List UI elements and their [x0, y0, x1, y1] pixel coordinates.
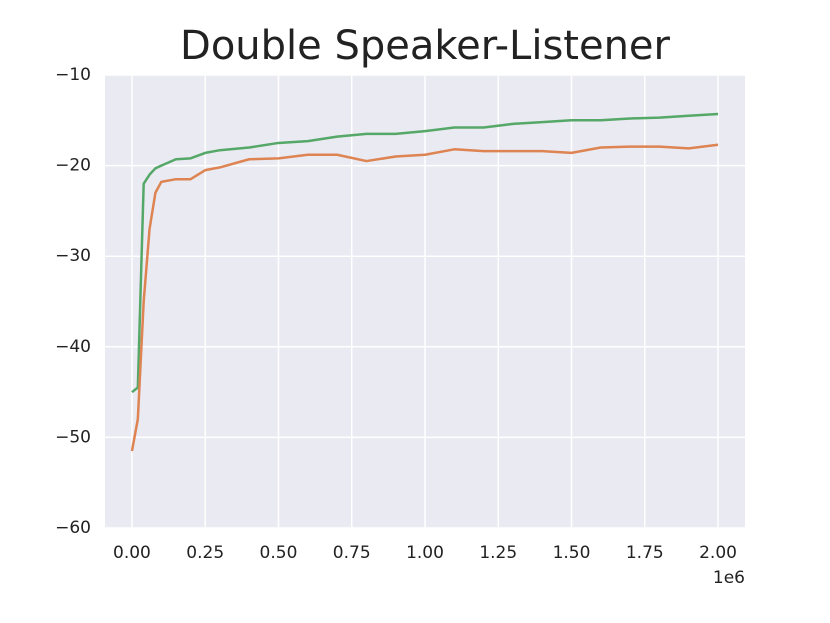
series-line — [130, 143, 719, 452]
x-tick-label: 0.50 — [260, 543, 298, 563]
x-tick-label: 1.25 — [479, 543, 517, 563]
series-line — [131, 112, 719, 394]
y-tick-label: −50 — [55, 427, 91, 447]
y-tick-label: −10 — [55, 65, 91, 85]
x-offset-label: 1e6 — [713, 568, 745, 588]
y-tick-label: −30 — [55, 246, 91, 266]
y-tick-label: −40 — [55, 337, 91, 357]
y-tick-label: −20 — [55, 156, 91, 176]
y-tick-label: −60 — [55, 518, 91, 538]
chart-title: Double Speaker-Listener — [180, 23, 671, 69]
x-tick-label: 1.75 — [626, 543, 664, 563]
x-tick-label: 2.00 — [699, 543, 737, 563]
x-tick-label: 0.00 — [113, 543, 151, 563]
x-tick-label: 0.75 — [333, 543, 371, 563]
x-tick-label: 1.50 — [553, 543, 591, 563]
x-tick-label: 1.00 — [406, 543, 444, 563]
x-tick-label: 0.25 — [186, 543, 224, 563]
